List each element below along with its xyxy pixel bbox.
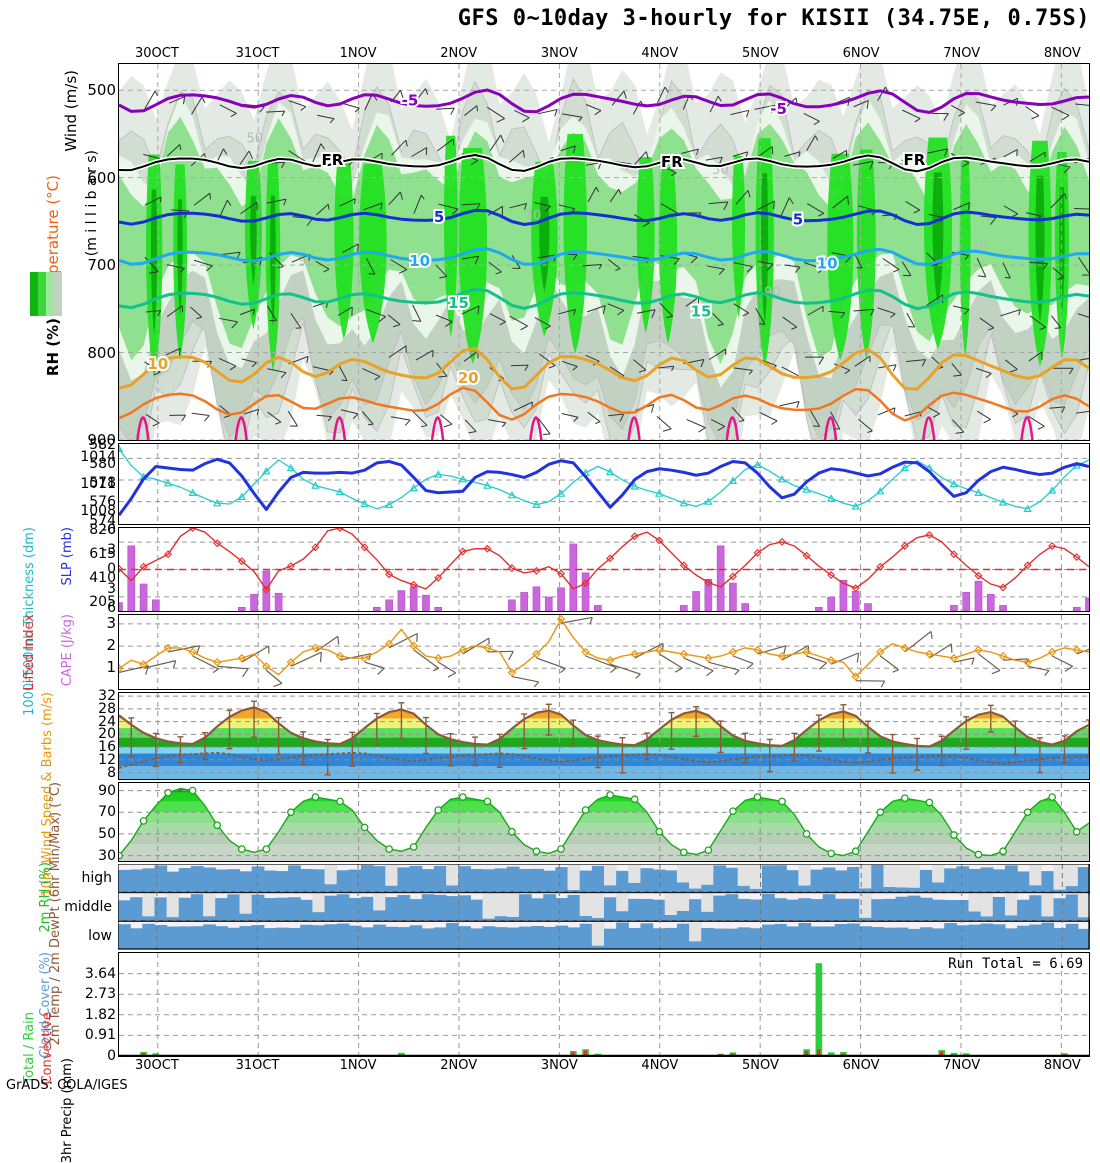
y-tick: 3: [106, 614, 116, 632]
date-tick: 6NOV: [843, 46, 880, 61]
date-tick: 8NOV: [1044, 1058, 1081, 1073]
y-tick: 615: [89, 546, 116, 562]
slp-thickness-panel[interactable]: [118, 443, 1090, 525]
date-tick: 2NOV: [440, 46, 477, 61]
svg-text:-5: -5: [402, 92, 419, 110]
cloud-row-labels: high middle low: [0, 864, 116, 950]
svg-text:10: 10: [409, 252, 430, 270]
date-tick: 31OCT: [236, 46, 280, 61]
svg-text:15: 15: [691, 303, 712, 321]
rh-color-key: [30, 272, 64, 316]
svg-text:5: 5: [793, 211, 803, 229]
date-axis-bottom: 30OCT 31OCT 1NOV 2NOV 3NOV 4NOV 5NOV 6NOV 7NOV 8N…: [0, 1058, 1100, 1076]
temp2m-panel[interactable]: [118, 692, 1090, 780]
date-tick: 1NOV: [340, 46, 377, 61]
svg-text:15: 15: [448, 294, 469, 312]
svg-text:FR: FR: [661, 153, 683, 171]
date-tick: 6NOV: [843, 1058, 880, 1073]
rh-key-swatch: [46, 272, 54, 316]
run-total-label: Run Total = 6.69: [948, 956, 1083, 972]
date-tick: 3NOV: [541, 46, 578, 61]
date-tick: 7NOV: [943, 46, 980, 61]
rh2m-panel[interactable]: [118, 782, 1090, 862]
svg-text:-5: -5: [770, 100, 787, 118]
y-tick: 70: [98, 804, 116, 820]
y-tick: 3.64: [85, 966, 116, 982]
y-tick: 90: [98, 783, 116, 799]
date-tick: 4NOV: [641, 46, 678, 61]
y-tick: 410: [89, 570, 116, 586]
page-title: GFS 0~10day 3-hourly for KISII (34.75E, …: [0, 6, 1090, 31]
y-tick: 0.91: [85, 1027, 116, 1043]
date-tick: 1NOV: [340, 1058, 377, 1073]
rh-key-swatch: [54, 272, 62, 316]
svg-text:FR: FR: [904, 151, 926, 169]
footer-credit: GrADS: COLA/IGES: [6, 1078, 128, 1093]
cloud-cover-panel[interactable]: [118, 864, 1090, 950]
svg-text:20: 20: [458, 369, 479, 387]
svg-text:50: 50: [247, 132, 264, 147]
date-tick: 5NOV: [742, 1058, 779, 1073]
date-tick: 4NOV: [641, 1058, 678, 1073]
y-tick: 205: [89, 594, 116, 610]
y-tick: 820: [89, 522, 116, 538]
svg-text:5: 5: [434, 208, 444, 226]
wind10m-panel[interactable]: [118, 614, 1090, 690]
svg-text:10: 10: [147, 355, 168, 373]
y-tick: 30: [98, 848, 116, 864]
cape-lifted-index-panel[interactable]: [118, 527, 1090, 612]
date-tick: 8NOV: [1044, 46, 1081, 61]
rh-key-swatch: [30, 272, 38, 316]
date-tick: 5NOV: [742, 46, 779, 61]
y-tick: 1011: [80, 476, 116, 492]
y-tick: 2: [106, 636, 116, 654]
cloud-row-low: low: [88, 928, 112, 944]
y-tick: 1.82: [85, 1007, 116, 1023]
rh2m-yaxis: 90 70 50 30: [0, 782, 116, 862]
y-tick: 1: [106, 658, 116, 676]
y-tick: 1014: [80, 449, 116, 465]
date-tick: 30OCT: [135, 1058, 179, 1073]
svg-text:FR: FR: [322, 151, 344, 169]
date-tick: 2NOV: [440, 1058, 477, 1073]
date-tick: 30OCT: [135, 46, 179, 61]
date-tick: 31OCT: [236, 1058, 280, 1073]
svg-text:10: 10: [817, 254, 838, 272]
y-tick: 2.73: [85, 986, 116, 1002]
y-tick: 8: [107, 765, 116, 781]
wind10m-yaxis: 3 2 1: [0, 614, 116, 690]
y-tick: 500: [87, 81, 116, 99]
date-tick: 7NOV: [943, 1058, 980, 1073]
cloud-row-middle: middle: [64, 899, 112, 915]
date-tick: 3NOV: [541, 1058, 578, 1073]
y-tick: 700: [87, 256, 116, 274]
axis-label-rh: RH (%): [44, 318, 62, 376]
rh-key-swatch: [38, 272, 46, 316]
cloud-row-high: high: [81, 870, 112, 886]
date-axis-top: 30OCT 31OCT 1NOV 2NOV 3NOV 4NOV 5NOV 6NOV 7NOV 8N…: [0, 46, 1100, 64]
y-tick: 800: [87, 344, 116, 362]
axis-label-wind: Wind (m/s): [62, 70, 80, 152]
y-tick: 1008: [80, 503, 116, 519]
y-tick: 50: [98, 826, 116, 842]
axis-label-pressure: (m i l l i b a r s): [84, 150, 100, 256]
precip-panel[interactable]: Run Total = 6.69: [118, 952, 1090, 1057]
